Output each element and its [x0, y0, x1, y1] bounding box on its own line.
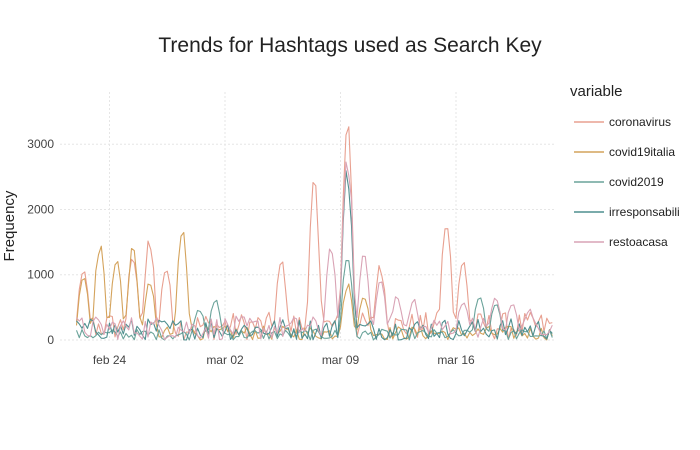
legend-item-covid2019[interactable]: covid2019	[609, 175, 664, 189]
legend-item-covid19italia[interactable]: covid19italia	[609, 145, 675, 159]
x-tick-label: feb 24	[93, 353, 127, 367]
x-tick-label: mar 09	[322, 353, 360, 367]
y-tick-label: 0	[47, 333, 54, 347]
series-line-irresponsabili	[76, 170, 553, 341]
series-line-covid2019	[75, 260, 553, 341]
legend[interactable]: variable coronavirus covid19italia covid20…	[570, 83, 680, 249]
series-line-restoacasa	[76, 161, 553, 341]
x-tick-label: mar 02	[206, 353, 244, 367]
y-tick-label: 2000	[27, 202, 54, 216]
legend-item-irresponsabili[interactable]: irresponsabili	[609, 205, 680, 219]
chart-title: Trends for Hashtags used as Search Key	[158, 34, 542, 57]
grid	[60, 92, 555, 341]
y-axis-title: Frequency	[1, 190, 18, 261]
legend-item-coronavirus[interactable]: coronavirus	[609, 115, 671, 129]
series-lines	[75, 126, 553, 341]
y-axis-ticks: 0 1000 2000 3000	[27, 137, 54, 347]
x-tick-label: mar 16	[437, 353, 475, 367]
legend-item-restoacasa[interactable]: restoacasa	[609, 235, 668, 249]
y-tick-label: 3000	[27, 137, 54, 151]
y-tick-label: 1000	[27, 268, 54, 282]
series-line-coronavirus	[75, 126, 553, 341]
legend-title: variable	[570, 83, 623, 100]
x-axis-ticks: feb 24 mar 02 mar 09 mar 16	[93, 353, 475, 367]
